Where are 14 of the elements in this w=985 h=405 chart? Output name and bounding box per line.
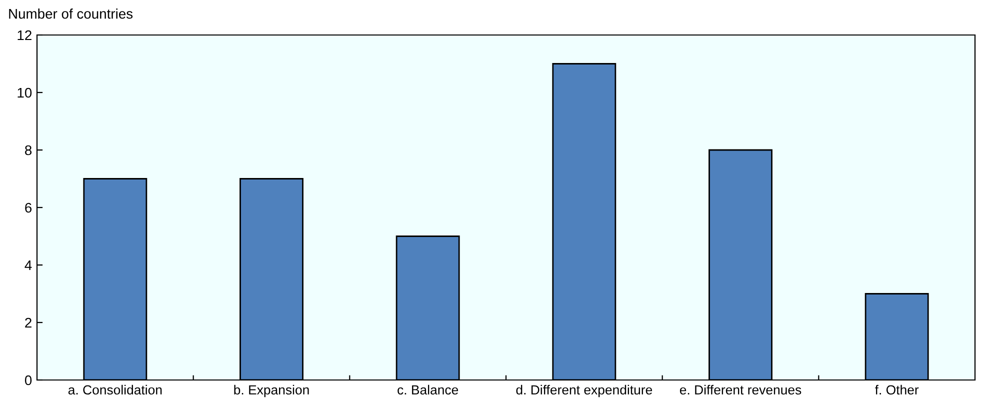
- y-tick-label: 8: [25, 145, 32, 156]
- x-tick-label: b. Expansion: [234, 384, 309, 398]
- x-tick-label: c. Balance: [398, 384, 458, 395]
- y-axis-title: Number of countries: [9, 8, 133, 19]
- x-tick-label: d. Different expenditure: [516, 384, 652, 398]
- y-tick-label: 12: [18, 30, 32, 40]
- y-tick-label: 0: [24, 375, 32, 386]
- x-tick-label: e. Different revenues: [680, 384, 802, 395]
- x-tick-label: a. Consolidation: [68, 384, 162, 395]
- y-tick-label: 10: [18, 88, 32, 98]
- y-tick-label: 4: [24, 260, 32, 270]
- y-tick-label: 6: [25, 202, 32, 213]
- x-tick-label: f. Other: [875, 384, 919, 395]
- y-tick-label: 2: [25, 318, 32, 328]
